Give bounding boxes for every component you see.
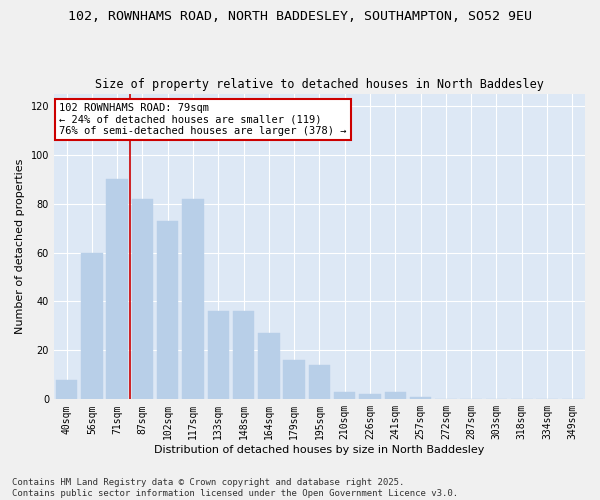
Bar — [334, 392, 355, 400]
Bar — [233, 312, 254, 400]
Text: 102 ROWNHAMS ROAD: 79sqm
← 24% of detached houses are smaller (119)
76% of semi-: 102 ROWNHAMS ROAD: 79sqm ← 24% of detach… — [59, 102, 347, 136]
Bar — [56, 380, 77, 400]
Bar — [359, 394, 381, 400]
Bar — [131, 198, 153, 400]
Bar — [81, 252, 103, 400]
Bar — [258, 334, 280, 400]
Bar — [385, 392, 406, 400]
Text: Contains HM Land Registry data © Crown copyright and database right 2025.
Contai: Contains HM Land Registry data © Crown c… — [12, 478, 458, 498]
Text: 102, ROWNHAMS ROAD, NORTH BADDESLEY, SOUTHAMPTON, SO52 9EU: 102, ROWNHAMS ROAD, NORTH BADDESLEY, SOU… — [68, 10, 532, 23]
X-axis label: Distribution of detached houses by size in North Baddesley: Distribution of detached houses by size … — [154, 445, 485, 455]
Bar — [208, 312, 229, 400]
Bar — [182, 198, 204, 400]
Bar — [309, 365, 330, 400]
Title: Size of property relative to detached houses in North Baddesley: Size of property relative to detached ho… — [95, 78, 544, 91]
Bar — [106, 179, 128, 400]
Bar — [157, 221, 178, 400]
Bar — [410, 397, 431, 400]
Y-axis label: Number of detached properties: Number of detached properties — [15, 159, 25, 334]
Bar — [283, 360, 305, 400]
